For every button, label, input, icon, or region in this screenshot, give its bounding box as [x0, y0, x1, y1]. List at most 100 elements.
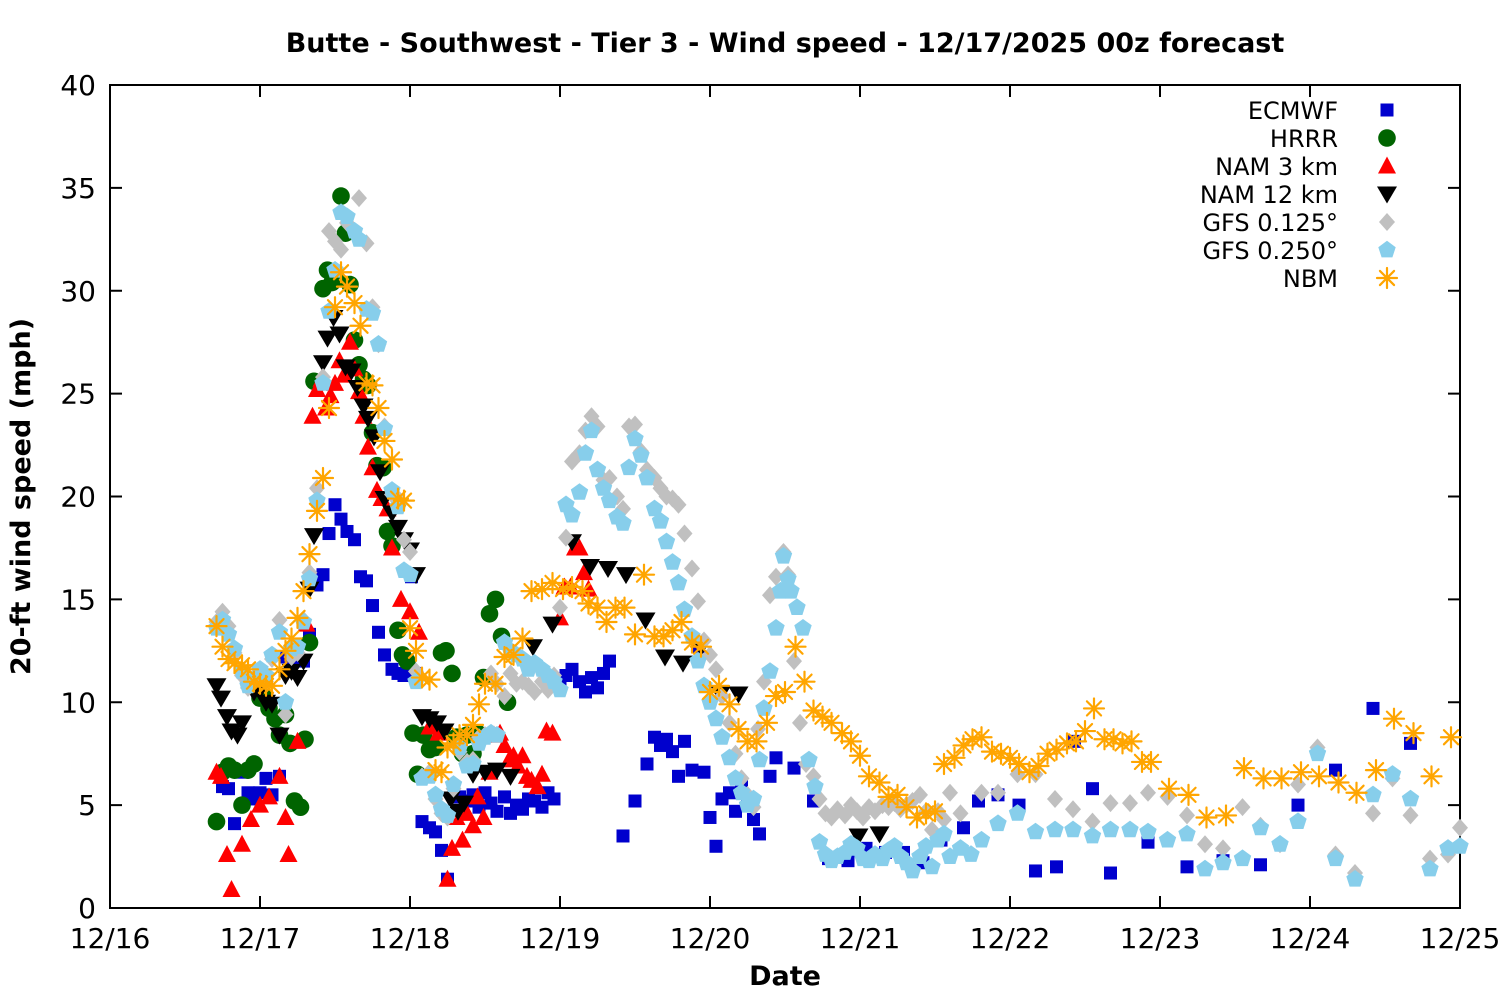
gfs-0-125-point	[402, 543, 418, 562]
nam-3-km-point	[410, 622, 428, 640]
gfs-0-125-point	[690, 592, 706, 611]
gfs-0-250-point	[1178, 824, 1196, 842]
gfs-0-250-point	[638, 468, 656, 486]
nam-3-km-point	[233, 834, 251, 852]
legend-label-4: GFS 0.125°	[1202, 209, 1338, 237]
gfs-0-125-point	[277, 705, 294, 724]
nbm-point	[952, 734, 975, 757]
x-tick-label-8: 12/24	[1270, 922, 1351, 955]
nbm-point	[1420, 765, 1443, 788]
gfs-0-250-point	[620, 458, 638, 476]
gfs-0-250-point	[675, 600, 694, 618]
ecmwf-point	[573, 675, 586, 689]
nam-3-km-point	[438, 869, 457, 887]
gfs-0-250-point	[689, 651, 707, 669]
nam-12-km-point	[329, 326, 350, 344]
nbm-point	[1214, 804, 1238, 827]
nam-3-km-point	[443, 838, 461, 856]
nam-3-km-point	[533, 764, 551, 782]
x-tick-label-3: 12/19	[520, 922, 601, 955]
legend-marker-circle-icon	[1378, 129, 1396, 147]
gfs-0-250-point	[720, 748, 739, 766]
nbm-point	[1007, 752, 1031, 776]
gfs-0-250-point	[657, 532, 676, 550]
y-axis-label: 20-ft wind speed (mph)	[6, 318, 37, 675]
nam-12-km-point	[848, 828, 869, 846]
x-tick-label-7: 12/23	[1120, 922, 1201, 955]
ecmwf-point	[591, 681, 604, 695]
nam-12-km-point	[542, 616, 563, 634]
nam-3-km-point	[242, 810, 260, 828]
y-tick-label-2: 10	[60, 686, 96, 719]
gfs-0-250-point	[219, 625, 238, 642]
gfs-0-250-point	[626, 429, 644, 447]
y-tick-label-1: 5	[78, 789, 96, 822]
nbm-point	[784, 635, 807, 658]
nbm-point	[373, 429, 396, 453]
nam-12-km-point	[616, 567, 636, 585]
hrrr-point	[332, 187, 350, 205]
nbm-point	[311, 466, 335, 490]
legend-label-5: GFS 0.250°	[1202, 237, 1338, 265]
nam-3-km-point	[543, 723, 562, 741]
nam-3-km-point	[401, 602, 419, 620]
nam-12-km-point	[869, 826, 890, 844]
ecmwf-point	[763, 769, 777, 783]
nam-12-km-point	[317, 330, 338, 348]
nbm-point	[1439, 726, 1463, 749]
nam-12-km-point	[269, 727, 290, 745]
gfs-0-250-point	[570, 483, 589, 500]
nbm-point	[1307, 765, 1331, 788]
ecmwf-point	[753, 827, 766, 841]
nbm-point	[613, 596, 636, 619]
nam-3-km-point	[218, 845, 236, 863]
gfs-0-250-point	[794, 619, 812, 636]
nbm-point	[317, 396, 341, 420]
series-nbm	[205, 261, 1463, 829]
ecmwf-point	[1254, 858, 1267, 872]
y-tick-label-4: 20	[60, 481, 96, 514]
ecmwf-point	[666, 745, 679, 759]
gfs-0-250-point	[438, 806, 457, 823]
nam-3-km-point	[495, 735, 514, 753]
gfs-0-250-point	[767, 619, 785, 636]
nam-12-km-point	[304, 528, 324, 546]
ecmwf-point	[685, 763, 699, 777]
ecmwf-point	[228, 817, 241, 831]
gfs-0-250-point	[1326, 849, 1345, 867]
gfs-0-250-point	[1271, 835, 1289, 852]
gfs-0-125-point	[1452, 818, 1468, 837]
ecmwf-point	[709, 839, 723, 853]
ecmwf-point	[1404, 736, 1417, 750]
hrrr-point	[426, 738, 445, 757]
ecmwf-point	[729, 804, 742, 818]
gfs-0-125-point	[1047, 789, 1063, 808]
nbm-point	[1232, 756, 1256, 780]
nbm-point	[1289, 761, 1313, 784]
legend-label-1: HRRR	[1270, 125, 1338, 153]
nam-12-km-point	[262, 696, 282, 714]
ecmwf-point	[640, 757, 654, 771]
gfs-0-250-point	[989, 814, 1007, 832]
y-tick-label-3: 15	[60, 583, 96, 616]
hrrr-point	[225, 761, 244, 779]
gfs-0-250-point	[750, 750, 769, 768]
gfs-0-250-point	[375, 419, 394, 436]
nbm-point	[868, 771, 891, 794]
ecmwf-point	[1050, 860, 1063, 874]
nam-3-km-point	[222, 879, 241, 897]
nbm-point	[361, 374, 384, 397]
y-tick-label-0: 0	[78, 892, 96, 925]
nam-12-km-point	[232, 715, 252, 733]
gfs-0-125-point	[496, 687, 513, 706]
ecmwf-point	[334, 512, 348, 526]
nbm-point	[280, 627, 303, 650]
x-tick-label-9: 12/25	[1420, 922, 1500, 955]
nam-3-km-point	[335, 365, 353, 383]
nbm-point	[727, 717, 750, 741]
gfs-0-250-point	[1401, 789, 1420, 807]
x-axis-label: Date	[749, 961, 821, 992]
y-tick-label-5: 25	[60, 378, 96, 411]
gfs-0-125-point	[1402, 806, 1419, 825]
